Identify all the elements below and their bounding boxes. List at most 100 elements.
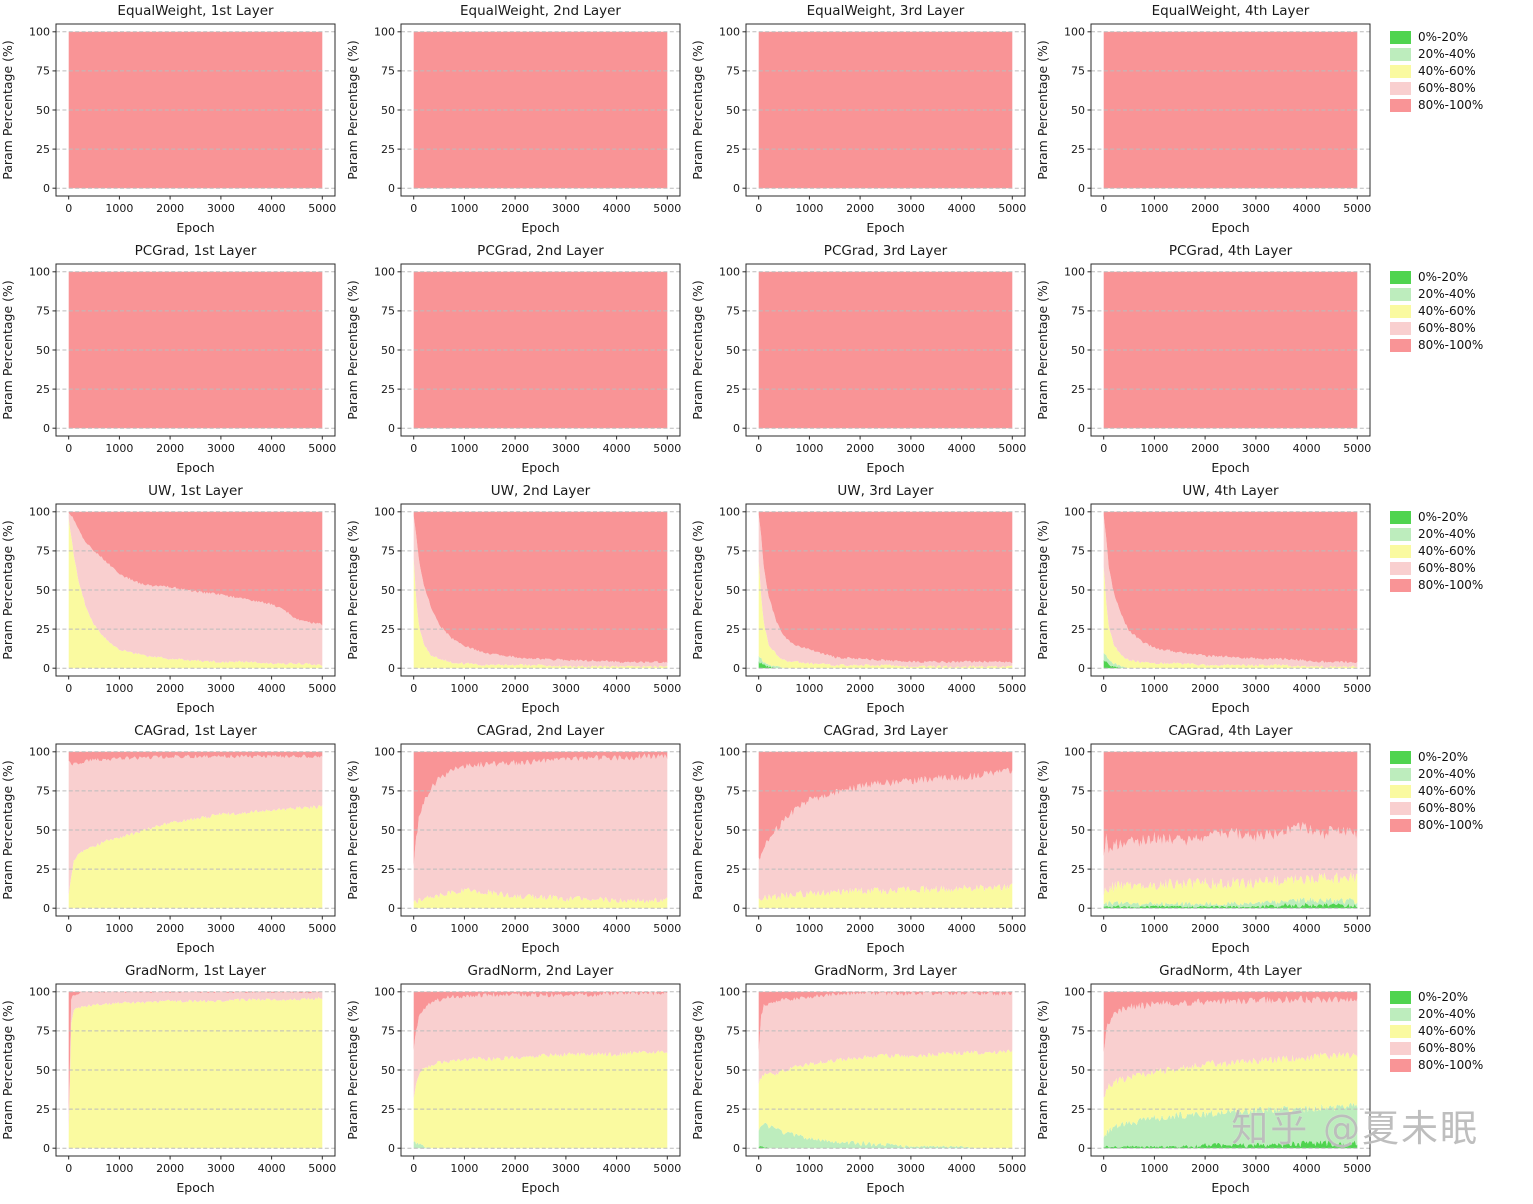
- chart-gradnorm-1st-layer: 0 1000 2000 3000 4000 5000 0 25 50 75 100 GradNorm,…: [0, 960, 345, 1200]
- y-tick-label: 0: [388, 422, 395, 435]
- x-tick-label: 4000: [948, 1162, 976, 1175]
- chart-pcgrad-4th-layer: 0 1000 2000 3000 4000 5000 0 25 50 75 100 PCGrad, 4…: [1035, 240, 1380, 480]
- plot-area: [1103, 271, 1358, 429]
- y-tick-label: 25: [36, 863, 50, 876]
- legend-swatch: [1390, 64, 1411, 78]
- x-tick-label: 4000: [258, 202, 286, 215]
- chart-cagrad-4th-layer: 0 1000 2000 3000 4000 5000 0 25 50 75 100 CAGrad, 4…: [1035, 720, 1380, 960]
- x-tick-label: 3000: [207, 202, 235, 215]
- y-tick-label: 50: [36, 344, 50, 357]
- x-tick-label: 4000: [1293, 442, 1321, 455]
- legend-item-80to100: 80%-100%: [1390, 1058, 1533, 1072]
- chart-gradnorm-4th-layer: 0 1000 2000 3000 4000 5000 0 25 50 75 100 GradNorm,…: [1035, 960, 1380, 1200]
- band-20%-40%: [758, 1122, 1013, 1149]
- x-tick-label: 4000: [258, 922, 286, 935]
- band-80%-100%: [68, 751, 323, 766]
- band-80%-100%: [1103, 511, 1358, 663]
- plot-area: [68, 271, 323, 429]
- x-tick-label: 0: [755, 1162, 762, 1175]
- y-tick-label: 0: [1078, 1142, 1085, 1155]
- chart-title: UW, 4th Layer: [1182, 483, 1279, 499]
- chart-svg: 0 1000 2000 3000 4000 5000 0 25 50 75 100 PCGrad, 1…: [0, 243, 336, 475]
- legend-swatch: [1390, 527, 1411, 541]
- y-tick-label: 0: [43, 422, 50, 435]
- band-80%-100%: [413, 511, 668, 664]
- chart-svg: 0 1000 2000 3000 4000 5000 0 25 50 75 100 UW, 1st L…: [0, 483, 336, 715]
- band-80%-100%: [68, 511, 323, 626]
- plot-area: [68, 511, 323, 669]
- y-tick-label: 25: [36, 383, 50, 396]
- chart-cagrad-1st-layer: 0 1000 2000 3000 4000 5000 0 25 50 75 100 CAGrad, 1…: [0, 720, 345, 960]
- x-axis-label: Epoch: [521, 940, 559, 955]
- y-tick-label: 100: [719, 26, 740, 39]
- legend-swatch: [1390, 287, 1411, 301]
- band-60%-80%: [68, 754, 323, 896]
- x-tick-label: 2000: [1191, 1162, 1219, 1175]
- chart-cagrad-3rd-layer: 0 1000 2000 3000 4000 5000 0 25 50 75 100 CAGrad, 3…: [690, 720, 1035, 960]
- band-60%-80%: [413, 516, 668, 668]
- y-tick-label: 0: [733, 422, 740, 435]
- x-axis-label: Epoch: [521, 1180, 559, 1195]
- x-tick-label: 1000: [1140, 442, 1168, 455]
- x-tick-label: 1000: [450, 202, 478, 215]
- plot-area: [1103, 991, 1358, 1149]
- x-tick-label: 2000: [501, 922, 529, 935]
- legend-swatch: [1390, 578, 1411, 592]
- y-tick-label: 25: [381, 863, 395, 876]
- x-tick-label: 5000: [653, 922, 681, 935]
- chart-row-4: 0 1000 2000 3000 4000 5000 0 25 50 75 100 CAGrad, 1…: [0, 720, 1533, 960]
- band-80%-100%: [413, 31, 668, 189]
- y-tick-label: 100: [374, 266, 395, 279]
- x-tick-label: 5000: [1343, 442, 1371, 455]
- legend-item-60to80: 60%-80%: [1390, 81, 1533, 95]
- x-tick-label: 2000: [156, 442, 184, 455]
- x-tick-label: 0: [65, 202, 72, 215]
- x-tick-label: 1000: [105, 922, 133, 935]
- chart-title: PCGrad, 3rd Layer: [824, 243, 948, 259]
- legend-swatch: [1390, 784, 1411, 798]
- band-60%-80%: [758, 991, 1013, 1085]
- y-tick-label: 50: [381, 824, 395, 837]
- y-axis-label: Param Percentage (%): [690, 1000, 705, 1140]
- y-tick-label: 75: [1071, 545, 1085, 558]
- y-tick-label: 75: [726, 65, 740, 78]
- x-axis-label: Epoch: [521, 220, 559, 235]
- legend-swatch: [1390, 81, 1411, 95]
- x-tick-label: 0: [1100, 922, 1107, 935]
- y-tick-label: 50: [726, 824, 740, 837]
- band-40%-60%: [758, 883, 1013, 909]
- x-axis-label: Epoch: [866, 940, 904, 955]
- x-tick-label: 2000: [156, 1162, 184, 1175]
- legend-label: 0%-20%: [1418, 510, 1469, 524]
- x-tick-label: 2000: [1191, 442, 1219, 455]
- y-tick-label: 100: [29, 986, 50, 999]
- y-tick-label: 75: [381, 65, 395, 78]
- y-tick-label: 75: [1071, 1025, 1085, 1038]
- band-40%-60%: [413, 887, 668, 909]
- legend-swatch: [1390, 561, 1411, 575]
- y-tick-label: 50: [1071, 344, 1085, 357]
- x-tick-label: 3000: [897, 202, 925, 215]
- legend-label: 0%-20%: [1418, 750, 1469, 764]
- y-axis-label: Param Percentage (%): [690, 520, 705, 660]
- chart-pcgrad-2nd-layer: 0 1000 2000 3000 4000 5000 0 25 50 75 100 PCGrad, 2…: [345, 240, 690, 480]
- y-tick-label: 25: [1071, 383, 1085, 396]
- x-tick-label: 4000: [603, 442, 631, 455]
- band-80%-100%: [1103, 991, 1358, 1053]
- x-tick-label: 0: [755, 202, 762, 215]
- x-tick-label: 5000: [1343, 922, 1371, 935]
- legend-item-60to80: 60%-80%: [1390, 321, 1533, 335]
- legend-item-80to100: 80%-100%: [1390, 818, 1533, 832]
- x-tick-label: 4000: [948, 922, 976, 935]
- x-axis-label: Epoch: [176, 1180, 214, 1195]
- legend-label: 60%-80%: [1418, 561, 1476, 575]
- chart-row-2: 0 1000 2000 3000 4000 5000 0 25 50 75 100 PCGrad, 1…: [0, 240, 1533, 480]
- y-tick-label: 50: [726, 584, 740, 597]
- y-tick-label: 75: [381, 785, 395, 798]
- legend-swatch: [1390, 510, 1411, 524]
- chart-svg: 0 1000 2000 3000 4000 5000 0 25 50 75 100 PCGrad, 3…: [690, 243, 1026, 475]
- chart-svg: 0 1000 2000 3000 4000 5000 0 25 50 75 100 UW, 2nd L…: [345, 483, 681, 715]
- band-60%-80%: [1103, 821, 1358, 897]
- x-tick-label: 2000: [501, 442, 529, 455]
- y-tick-label: 50: [726, 104, 740, 117]
